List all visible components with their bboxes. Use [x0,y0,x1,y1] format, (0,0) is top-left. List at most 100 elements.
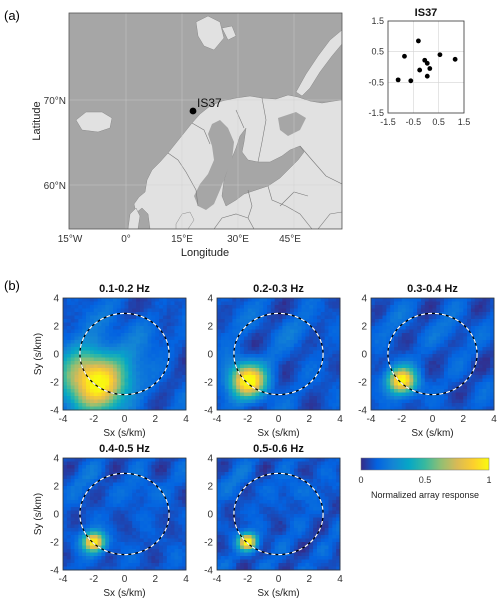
heatmap-cell [86,403,91,407]
heatmap-cell [397,343,403,348]
heatmap-cell [86,566,91,571]
heatmap-cell [143,524,148,529]
heatmap-cell [286,489,291,494]
heatmap-cell [293,510,299,515]
heatmap-cell [401,403,406,407]
heatmap-cell [166,382,172,386]
heatmap-cell [178,343,183,348]
heatmap-cell [240,378,245,383]
heatmap-cell [116,549,122,553]
heatmap-cell [455,326,460,330]
heatmap-cell [378,361,383,365]
heatmap-cell [336,336,341,341]
heatmap-cell [447,406,453,411]
heatmap-cell [390,354,395,358]
heatmap-cell [101,479,106,483]
heatmap-cell [232,333,237,337]
heatmap-cell [316,396,322,400]
heatmap-cell [290,364,295,369]
heatmap-cell [128,403,133,407]
heatmap-cell [417,350,422,355]
heatmap-cell [301,535,306,539]
heatmap-cell [243,389,249,393]
heatmap-cell [170,479,175,483]
heatmap-cell [78,396,83,400]
heatmap-cell [274,347,279,351]
heatmap-cell [139,403,145,407]
heatmap-cell [401,368,406,372]
heatmap-cell [482,308,487,313]
heatmap-cell [324,329,329,334]
heatmap-cell [409,361,414,365]
heatmap-cell [424,336,430,341]
heatmap-cell [232,319,237,323]
heatmap-cell [463,343,468,348]
heatmap-cell [101,496,106,501]
heatmap-cell [66,507,72,511]
heatmap-cell [66,343,72,348]
heatmap-cell [139,308,145,313]
heatmap-xtick: -2 [397,414,406,425]
heatmap-cell [132,354,137,358]
heatmap-cell [174,308,179,313]
heatmap-cell [89,559,95,564]
heatmap-cell [313,312,318,316]
heatmap-cell [86,333,91,337]
heatmap-cell [263,343,268,348]
heatmap-cell [313,382,318,386]
heatmap-cell [120,336,125,341]
heatmap-cell [305,354,310,358]
heatmap-cell [386,392,391,397]
heatmap-cell [82,315,87,320]
heatmap-cell [236,531,241,536]
heatmap-cell [174,514,179,518]
heatmap-cell [101,507,106,511]
heatmap-cell [128,333,133,337]
heatmap-cell [282,396,287,400]
heatmap-cell [174,343,179,348]
heatmap-cell [463,375,468,379]
heatmap-cell [251,336,256,341]
heatmap-cell [378,333,383,337]
heatmap-cell [170,343,175,348]
heatmap-cell [417,378,422,383]
heatmap-cell [324,378,329,383]
heatmap-cell [243,493,249,497]
heatmap-cell [97,315,102,320]
heatmap-cell [447,392,453,397]
heatmap-cell [405,392,410,397]
heatmap-cell [155,535,160,539]
heatmap-cell [455,378,460,383]
heatmap-cell [151,556,156,560]
heatmap-cell [232,479,237,483]
heatmap-cell [109,371,114,376]
heatmap-cell [324,350,329,355]
heatmap-cell [478,301,483,306]
heatmap-cell [390,357,395,362]
heatmap-cell [128,517,133,522]
heatmap-cell [401,396,406,400]
heatmap-cell [182,378,187,383]
heatmap-cell [482,343,487,348]
heatmap-cell [482,382,487,386]
heatmap-cell [109,315,114,320]
heatmap-cell [455,333,460,337]
heatmap-cell [128,514,133,518]
heatmap-cell [128,563,133,567]
heatmap-cell [120,364,125,369]
heatmap-cell [424,399,430,404]
heatmap-cell [451,347,456,351]
heatmap-cell [266,350,272,355]
heatmap-cell [232,399,237,404]
heatmap-cell [301,510,306,515]
heatmap-cell [63,531,68,536]
heatmap-cell [116,382,122,386]
heatmap-cell [436,329,441,334]
heatmap-cell [282,514,287,518]
heatmap-cell [243,507,249,511]
heatmap-cell [112,396,118,400]
heatmap-cell [128,493,133,497]
heatmap-cell [243,472,249,476]
heatmap-cell [217,301,222,306]
heatmap-cell [166,535,172,539]
